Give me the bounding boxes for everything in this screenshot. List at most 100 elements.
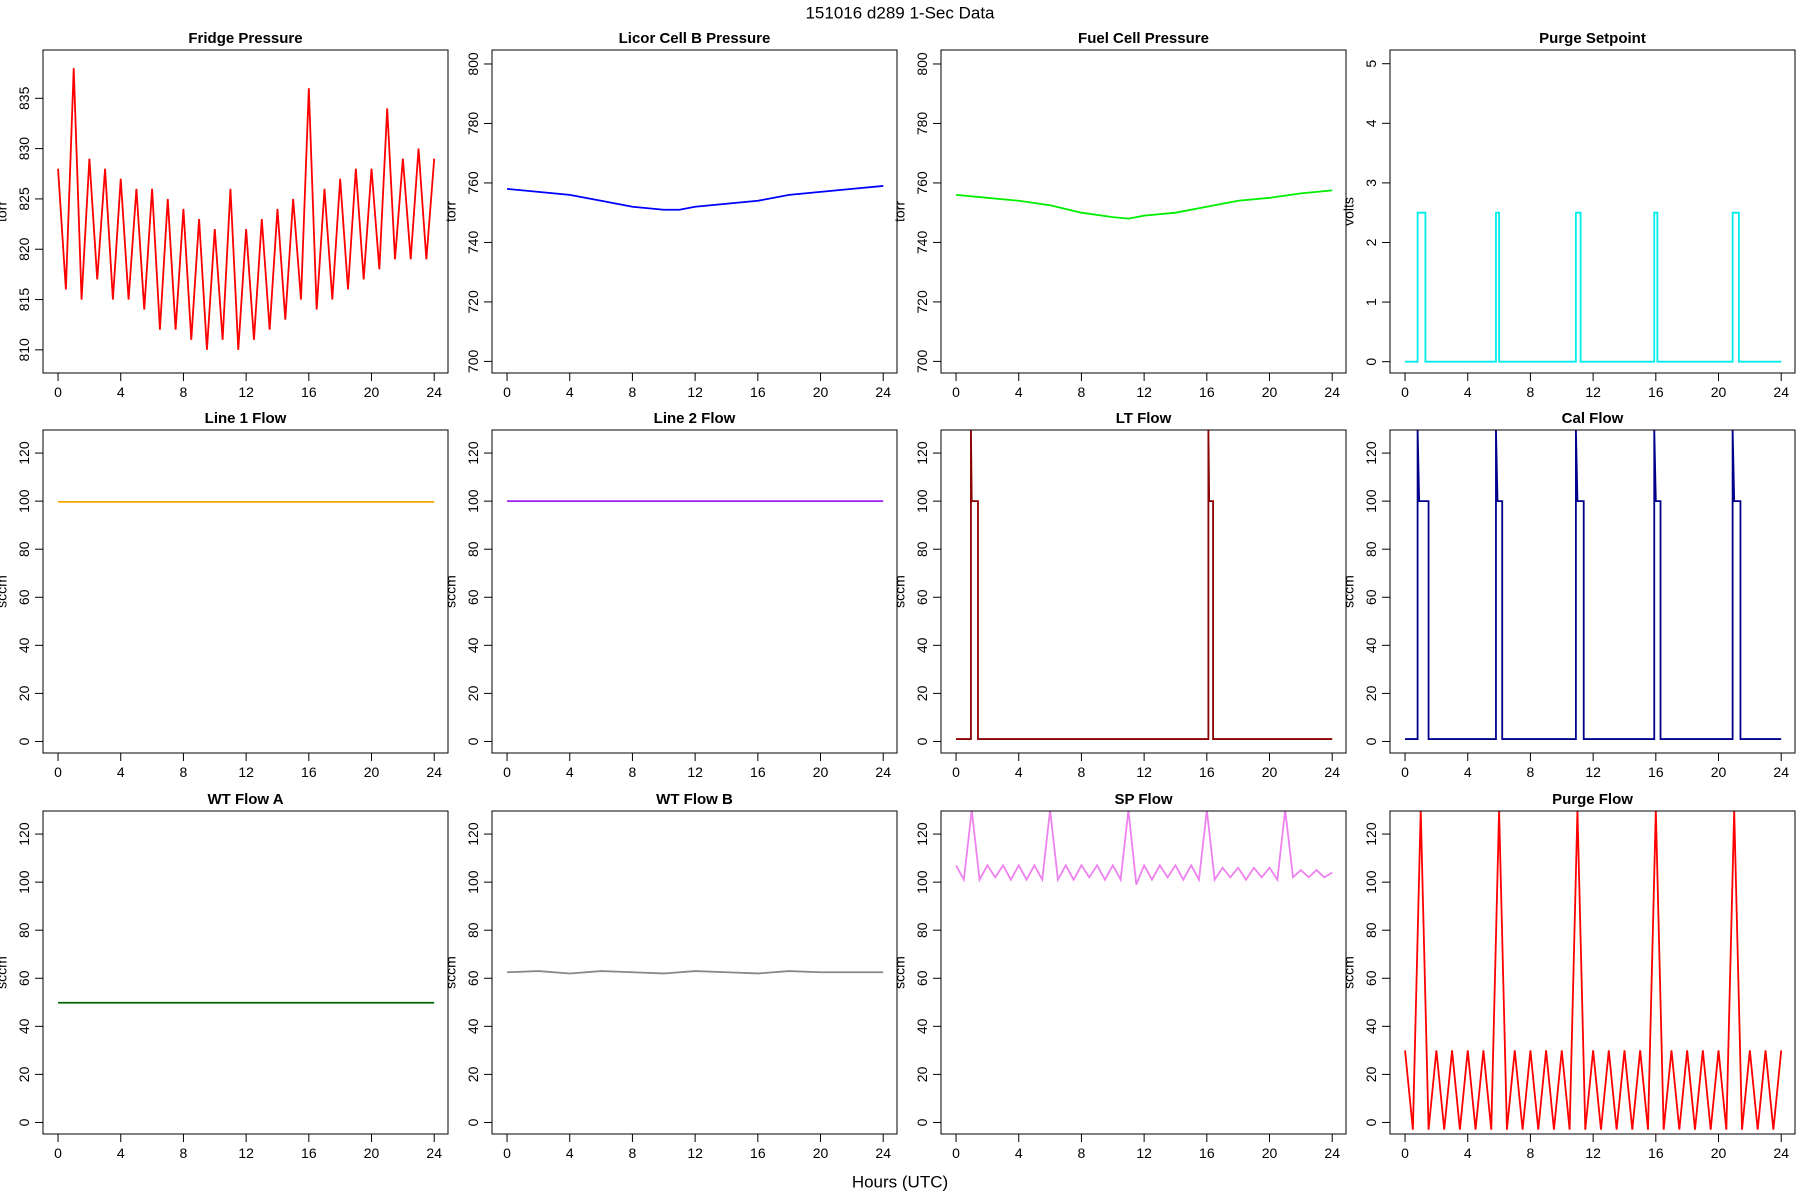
y-tick-label: 100 [1363, 489, 1379, 513]
x-tick-label: 24 [426, 1145, 442, 1161]
y-tick-label: 5 [1363, 60, 1379, 68]
x-tick-label: 0 [54, 764, 62, 780]
panel-title: WT Flow B [656, 791, 733, 808]
y-tick-label: 60 [16, 970, 32, 986]
y-tick-label: 40 [16, 637, 32, 653]
y-tick-label: 800 [914, 52, 930, 76]
y-tick-label: 40 [465, 1018, 481, 1034]
y-tick-label: 100 [465, 870, 481, 894]
y-tick-label: 830 [16, 137, 32, 161]
y-tick-label: 0 [1363, 358, 1379, 366]
y-tick-label: 760 [914, 171, 930, 195]
y-tick-label: 40 [914, 1018, 930, 1034]
plot-frame [491, 810, 898, 1135]
plot-frame [940, 810, 1347, 1135]
x-tick-label: 20 [813, 764, 829, 780]
y-tick-label: 780 [465, 112, 481, 136]
page-title: 151016 d289 1-Sec Data [805, 3, 995, 22]
y-tick-label: 760 [465, 171, 481, 195]
panel-title: LT Flow [1116, 410, 1172, 427]
x-tick-label: 12 [1585, 764, 1601, 780]
y-tick-label: 20 [465, 1066, 481, 1082]
y-axis-label: sccm [892, 956, 908, 989]
x-tick-label: 12 [687, 764, 703, 780]
x-tick-label: 4 [566, 764, 574, 780]
y-tick-label: 740 [914, 231, 930, 255]
y-tick-label: 120 [914, 441, 930, 465]
x-tick-label: 12 [238, 384, 254, 400]
plot-frame [1389, 429, 1796, 754]
x-tick-label: 4 [566, 384, 574, 400]
x-tick-label: 20 [364, 1145, 380, 1161]
data-line [955, 189, 1333, 220]
x-tick-label: 4 [1464, 1145, 1472, 1161]
x-tick-label: 16 [1199, 764, 1215, 780]
x-tick-label: 16 [1199, 1145, 1215, 1161]
y-tick-label: 80 [465, 541, 481, 557]
y-tick-label: 4 [1363, 119, 1379, 127]
x-tick-label: 4 [1464, 764, 1472, 780]
y-tick-label: 100 [465, 489, 481, 513]
x-tick-label: 0 [54, 1145, 62, 1161]
y-tick-label: 700 [465, 350, 481, 374]
x-tick-label: 16 [750, 1145, 766, 1161]
plot-frame [42, 810, 449, 1135]
y-tick-label: 120 [16, 822, 32, 846]
y-axis-label: sccm [0, 956, 10, 989]
x-tick-label: 24 [1324, 764, 1340, 780]
y-tick-label: 0 [914, 1118, 930, 1126]
x-tick-label: 12 [238, 764, 254, 780]
y-tick-label: 20 [1363, 685, 1379, 701]
y-tick-label: 20 [16, 685, 32, 701]
y-tick-label: 700 [914, 350, 930, 374]
x-tick-label: 20 [364, 764, 380, 780]
x-tick-label: 4 [566, 1145, 574, 1161]
x-tick-label: 8 [1527, 764, 1535, 780]
x-tick-label: 12 [1136, 1145, 1152, 1161]
y-tick-label: 20 [465, 685, 481, 701]
x-tick-label: 0 [1401, 1145, 1409, 1161]
x-tick-label: 20 [1262, 764, 1278, 780]
x-tick-label: 0 [952, 1145, 960, 1161]
y-tick-label: 0 [1363, 737, 1379, 745]
plot-frame [1389, 49, 1796, 374]
x-tick-label: 24 [1324, 1145, 1340, 1161]
y-tick-label: 820 [16, 237, 32, 261]
y-tick-label: 800 [465, 52, 481, 76]
x-tick-label: 8 [1078, 384, 1086, 400]
y-tick-label: 80 [16, 922, 32, 938]
panel-title: WT Flow A [207, 791, 283, 808]
x-tick-label: 20 [364, 384, 380, 400]
plot-frame [42, 49, 449, 374]
x-tick-label: 0 [952, 384, 960, 400]
data-line [1405, 430, 1782, 740]
y-tick-label: 815 [16, 288, 32, 312]
x-tick-label: 20 [1711, 764, 1727, 780]
y-tick-label: 720 [465, 290, 481, 314]
y-tick-label: 120 [1363, 441, 1379, 465]
x-tick-label: 4 [117, 384, 125, 400]
data-line [57, 68, 436, 350]
x-tick-label: 16 [750, 764, 766, 780]
x-tick-label: 16 [1648, 1145, 1664, 1161]
x-tick-label: 0 [503, 1145, 511, 1161]
plot-frame [1389, 810, 1796, 1135]
y-tick-label: 0 [16, 737, 32, 745]
data-line [955, 811, 1333, 885]
x-tick-label: 16 [1199, 384, 1215, 400]
y-axis-label: sccm [1341, 956, 1357, 989]
y-tick-label: 0 [465, 1118, 481, 1126]
y-tick-label: 810 [16, 338, 32, 362]
x-tick-label: 20 [813, 384, 829, 400]
y-tick-label: 20 [914, 1066, 930, 1082]
x-tick-label: 12 [1585, 384, 1601, 400]
x-tick-label: 8 [629, 764, 637, 780]
y-tick-label: 100 [914, 870, 930, 894]
y-axis-label: sccm [892, 575, 908, 608]
plot-frame [42, 429, 449, 754]
y-axis-label: volts [1341, 197, 1357, 226]
y-tick-label: 80 [465, 922, 481, 938]
x-tick-label: 24 [426, 384, 442, 400]
y-tick-label: 40 [1363, 637, 1379, 653]
